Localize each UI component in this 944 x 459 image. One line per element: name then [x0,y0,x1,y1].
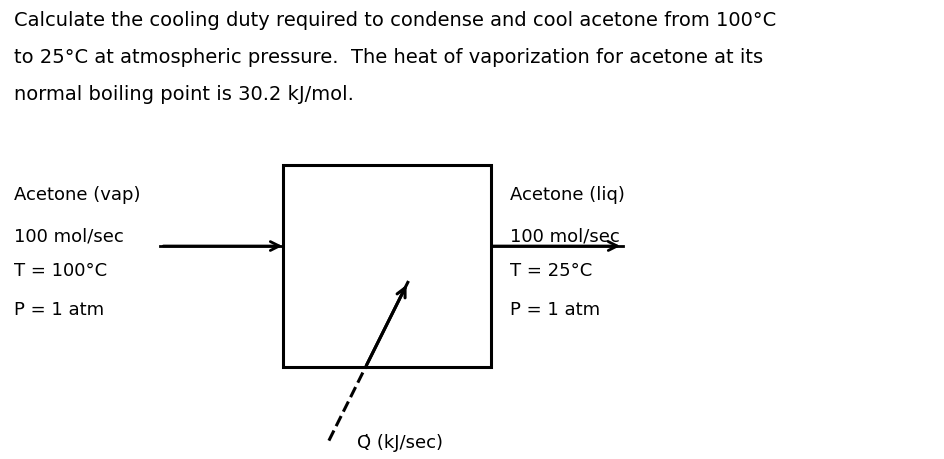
Text: Acetone (vap): Acetone (vap) [14,186,141,204]
Text: normal boiling point is 30.2 kJ/mol.: normal boiling point is 30.2 kJ/mol. [14,85,354,104]
Text: to 25°C at atmospheric pressure.  The heat of vaporization for acetone at its: to 25°C at atmospheric pressure. The hea… [14,48,764,67]
Text: T = 100°C: T = 100°C [14,262,108,280]
Text: P = 1 atm: P = 1 atm [14,301,104,319]
Bar [283,165,491,367]
Text: 100 mol/sec: 100 mol/sec [510,228,619,246]
Text: 100 mol/sec: 100 mol/sec [14,228,124,246]
Text: Q̇ (kJ/sec): Q̇ (kJ/sec) [357,434,444,452]
Text: T = 25°C: T = 25°C [510,262,592,280]
Text: P = 1 atm: P = 1 atm [510,301,599,319]
Text: Calculate the cooling duty required to condense and cool acetone from 100°C: Calculate the cooling duty required to c… [14,11,776,30]
Text: Acetone (liq): Acetone (liq) [510,186,625,204]
